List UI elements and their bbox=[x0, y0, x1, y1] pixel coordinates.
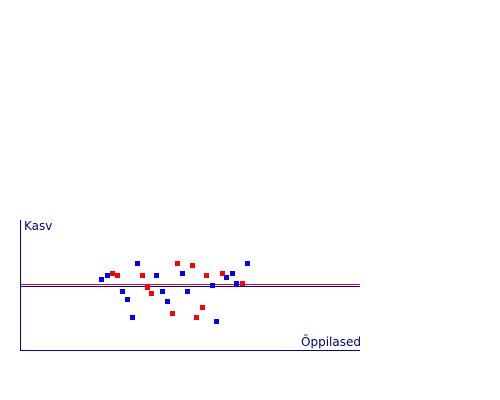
data-point-blue bbox=[130, 315, 135, 320]
data-point-red bbox=[145, 285, 150, 290]
data-point-blue bbox=[154, 273, 159, 278]
data-point-blue bbox=[125, 297, 130, 302]
data-point-red bbox=[115, 273, 120, 278]
data-point-blue bbox=[99, 277, 104, 282]
data-point-blue bbox=[224, 275, 229, 280]
data-point-blue bbox=[165, 299, 170, 304]
data-point-blue bbox=[210, 283, 215, 288]
data-point-red bbox=[200, 305, 205, 310]
data-point-blue bbox=[214, 319, 219, 324]
data-point-red bbox=[140, 273, 145, 278]
data-point-blue bbox=[230, 271, 235, 276]
data-points bbox=[99, 261, 250, 324]
y-axis-label: Kasv bbox=[24, 219, 52, 233]
data-point-red bbox=[240, 281, 245, 286]
data-point-red bbox=[190, 263, 195, 268]
data-point-blue bbox=[105, 273, 110, 278]
x-axis-label: Õppilased bbox=[301, 334, 361, 349]
data-point-blue bbox=[234, 281, 239, 286]
data-point-blue bbox=[160, 289, 165, 294]
data-point-red bbox=[149, 291, 154, 296]
data-point-blue bbox=[180, 271, 185, 276]
data-point-red bbox=[220, 271, 225, 276]
data-point-blue bbox=[185, 289, 190, 294]
data-point-blue bbox=[120, 289, 125, 294]
data-point-red bbox=[194, 315, 199, 320]
data-point-red bbox=[110, 271, 115, 276]
data-point-red bbox=[170, 311, 175, 316]
data-point-red bbox=[175, 261, 180, 266]
data-point-blue bbox=[245, 261, 250, 266]
reference-lines bbox=[20, 284, 360, 287]
data-point-blue bbox=[135, 261, 140, 266]
data-point-red bbox=[204, 273, 209, 278]
